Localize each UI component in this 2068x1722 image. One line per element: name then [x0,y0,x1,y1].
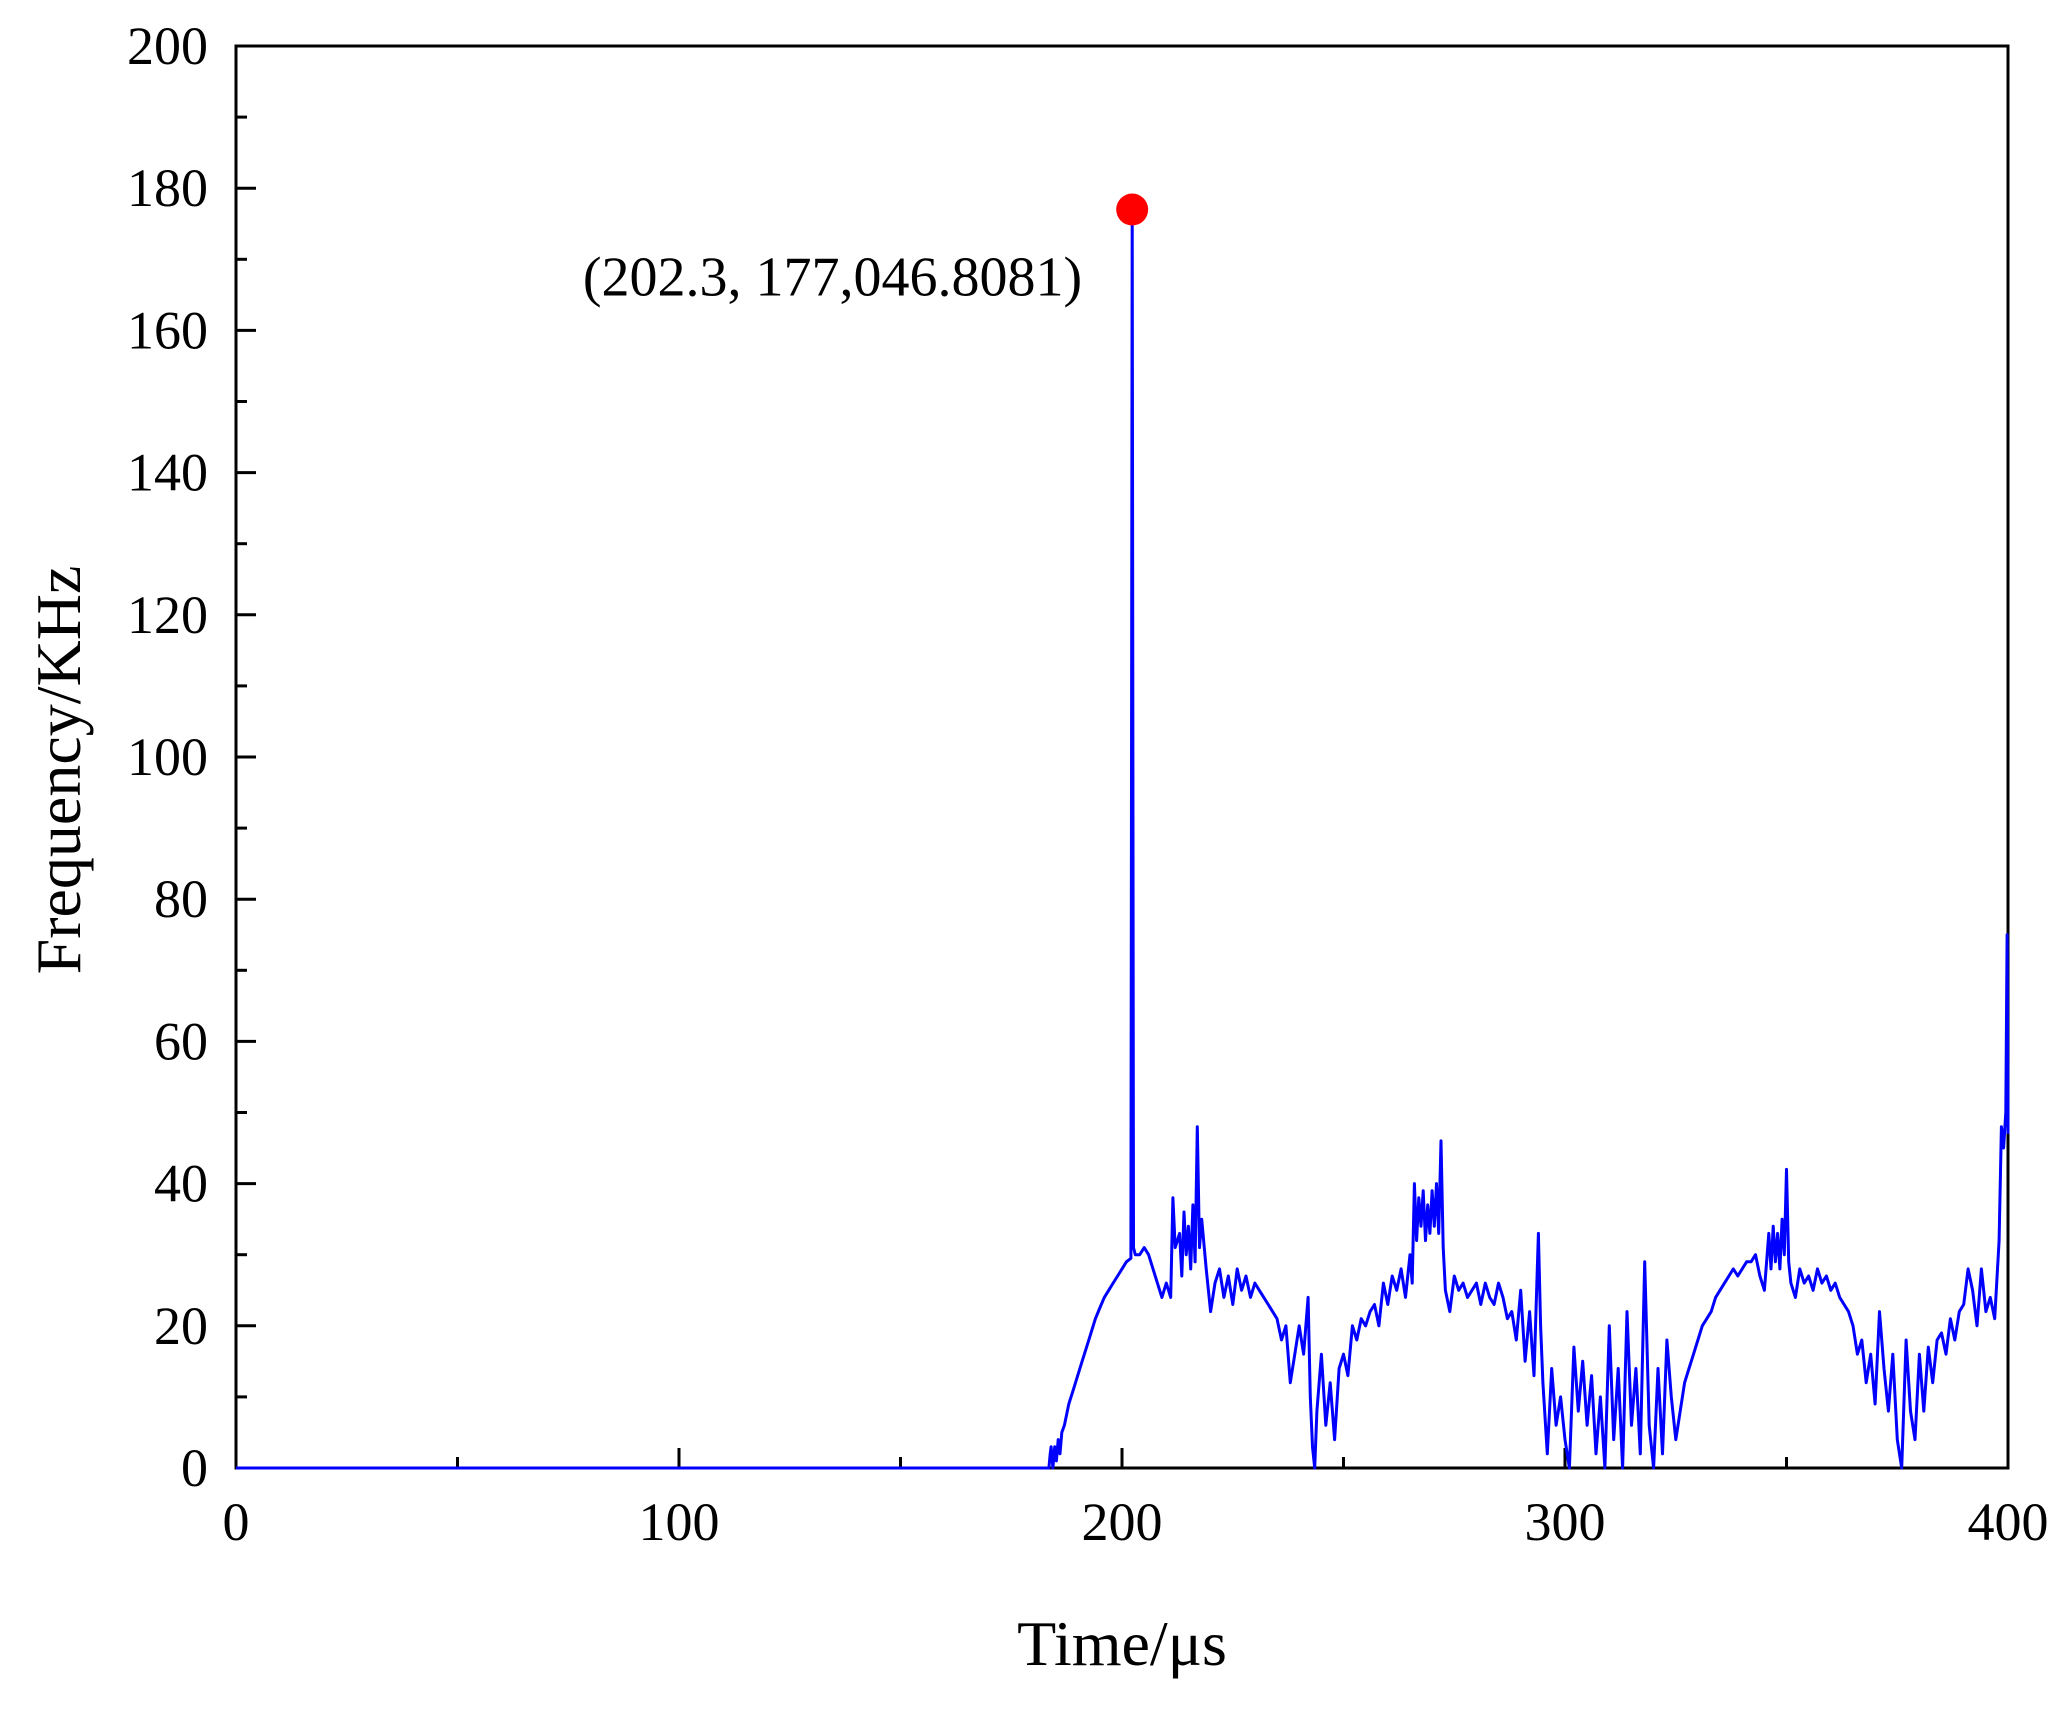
frequency-series-line [236,208,2010,1470]
y-tick-label: 180 [127,158,208,218]
x-tick-label: 0 [223,1492,250,1552]
x-axis-title: Time/μs [1017,1608,1227,1679]
y-tick-label: 120 [127,585,208,645]
y-tick-label: 20 [154,1296,208,1356]
x-tick-label: 100 [639,1492,720,1552]
y-tick-label: 60 [154,1011,208,1071]
x-tick-label: 300 [1525,1492,1606,1552]
peak-annotation-label: (202.3, 177,046.8081) [583,247,1082,309]
peak-marker [1116,193,1149,226]
y-tick-label: 160 [127,300,208,360]
y-axis-title: Frequency/KHz [23,566,94,975]
y-tick-label: 200 [127,16,208,76]
y-tick-label: 140 [127,443,208,503]
y-tick-label: 80 [154,869,208,929]
x-tick-label: 200 [1082,1492,1163,1552]
y-tick-label: 0 [181,1438,208,1498]
y-tick-label: 40 [154,1154,208,1214]
y-tick-label: 100 [127,727,208,787]
x-tick-label: 400 [1968,1492,2049,1552]
